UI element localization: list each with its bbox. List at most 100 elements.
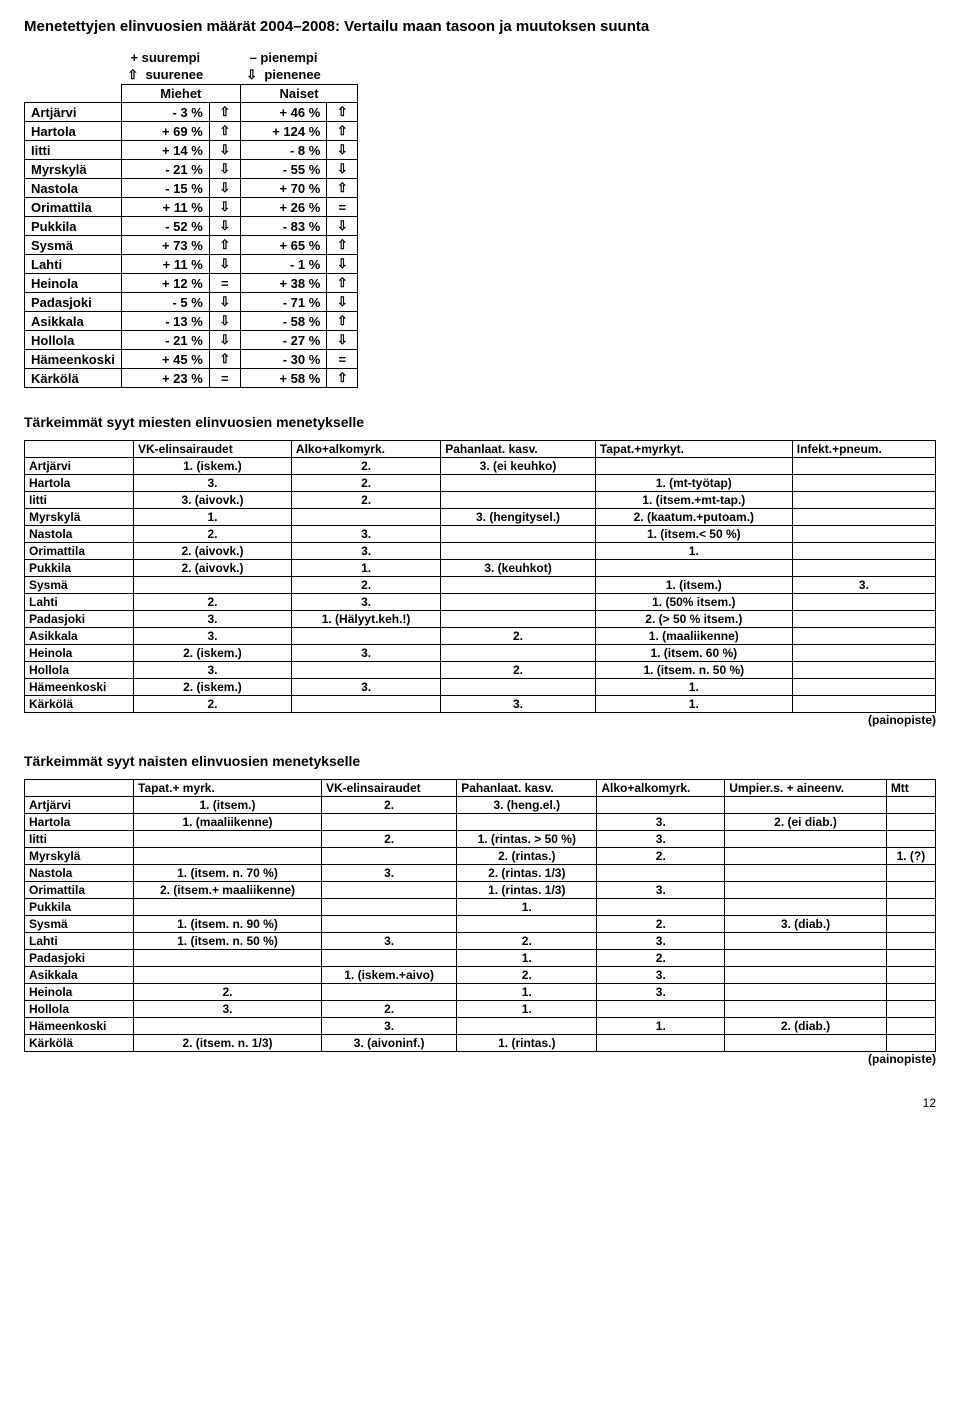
table-cell: 1. [457,1001,597,1018]
column-header: Pahanlaat. kasv. [457,780,597,797]
table-cell [886,1018,935,1035]
table-cell [886,882,935,899]
table-cell: 3. [134,611,292,628]
men-value: - 3 % [121,103,209,122]
men-value: - 15 % [121,179,209,198]
table-cell: 3. [597,814,725,831]
table-cell [134,899,322,916]
table-cell [441,475,596,492]
men-arrow-icon: ⇩ [209,217,240,236]
women-arrow-icon: ⇩ [327,255,358,274]
table-row-label: Orimattila [25,198,122,217]
women-arrow-icon: ⇧ [327,312,358,331]
table-cell: 2. [441,662,596,679]
women-value: - 27 % [240,331,327,350]
table-row-label: Padasjoki [25,611,134,628]
women-value: - 58 % [240,312,327,331]
women-arrow-icon: = [327,350,358,369]
women-value: + 26 % [240,198,327,217]
table-row-label: Hollola [25,331,122,350]
table-cell [457,916,597,933]
legend-up-word: suurenee [145,67,203,82]
women-arrow-icon: ⇧ [327,103,358,122]
men-value: + 12 % [121,274,209,293]
table-row-label: Nastola [25,865,134,882]
column-header: Alko+alkomyrk. [291,441,440,458]
table-cell: 3. [321,1018,456,1035]
table-row-label: Lahti [25,594,134,611]
table-cell: 3. (heng.el.) [457,797,597,814]
table-cell: 3. (keuhkot) [441,560,596,577]
table-cell [725,831,887,848]
table-cell [457,814,597,831]
table-cell: 2. [134,984,322,1001]
legend-plus: + suurempi [130,50,200,65]
women-arrow-icon: ⇩ [327,331,358,350]
women-value: - 55 % [240,160,327,179]
table-row-label: Sysmä [25,236,122,255]
table-row-label: Lahti [25,933,134,950]
table-row-label: Pukkila [25,560,134,577]
table-cell: 1. (itsem.+mt-tap.) [595,492,792,509]
women-arrow-icon: ⇧ [327,369,358,388]
table-cell: 2. (rintas. 1/3) [457,865,597,882]
table-cell [441,577,596,594]
women-arrow-icon: = [327,198,358,217]
table-cell: 2. [597,848,725,865]
table-cell [886,916,935,933]
table-cell: 3. [597,967,725,984]
table-row-label: Heinola [25,984,134,1001]
table-row-label: Hartola [25,475,134,492]
table-cell: 2. (aivovk.) [134,543,292,560]
women-arrow-icon: ⇧ [327,179,358,198]
table-cell: 1. (iskem.+aivo) [321,967,456,984]
table-cell [886,831,935,848]
table-cell: 3. [134,1001,322,1018]
table-cell [792,509,935,526]
table-cell [792,594,935,611]
column-header: Pahanlaat. kasv. [441,441,596,458]
table-cell: 2. [457,967,597,984]
men-arrow-icon: = [209,369,240,388]
table-cell [792,628,935,645]
women-value: - 71 % [240,293,327,312]
table-cell [597,865,725,882]
table-cell: 2. [134,696,292,713]
table-cell [886,797,935,814]
table-row-label: Pukkila [25,217,122,236]
table-cell [792,475,935,492]
table-cell [595,458,792,475]
table-cell [792,679,935,696]
men-arrow-icon: ⇩ [209,179,240,198]
men-value: - 52 % [121,217,209,236]
table-cell [321,950,456,967]
table-cell: 1. (50% itsem.) [595,594,792,611]
men-arrow-icon: ⇩ [209,255,240,274]
table-row-label: Hollola [25,1001,134,1018]
men-arrow-icon: ⇧ [209,236,240,255]
table-cell [321,916,456,933]
men-value: + 73 % [121,236,209,255]
table-cell: 1. (itsem. n. 50 %) [134,933,322,950]
table-cell: 2. (iskem.) [134,679,292,696]
table-row-label: Asikkala [25,628,134,645]
table-cell: 1. (iskem.) [134,458,292,475]
table-cell: 1. [291,560,440,577]
comparison-table: + suurempi – pienempi ⇧ suurenee ⇩ piene… [24,49,358,388]
table-cell: 2. [291,458,440,475]
table-cell [134,577,292,594]
men-causes-table: VK-elinsairaudetAlko+alkomyrk.Pahanlaat.… [24,440,936,713]
table-cell: 3. [792,577,935,594]
table-cell [725,899,887,916]
table-cell: 3. [134,662,292,679]
table-cell [441,611,596,628]
table-row-label: Orimattila [25,882,134,899]
men-value: + 23 % [121,369,209,388]
table-cell: 1. (itsem.) [595,577,792,594]
table-cell: 1. (rintas. 1/3) [457,882,597,899]
table-row-label: Pukkila [25,899,134,916]
arrow-down-icon: ⇩ [246,67,257,82]
table-row-label: Iitti [25,141,122,160]
table-row-label: Myrskylä [25,848,134,865]
table-cell: 1. [457,899,597,916]
